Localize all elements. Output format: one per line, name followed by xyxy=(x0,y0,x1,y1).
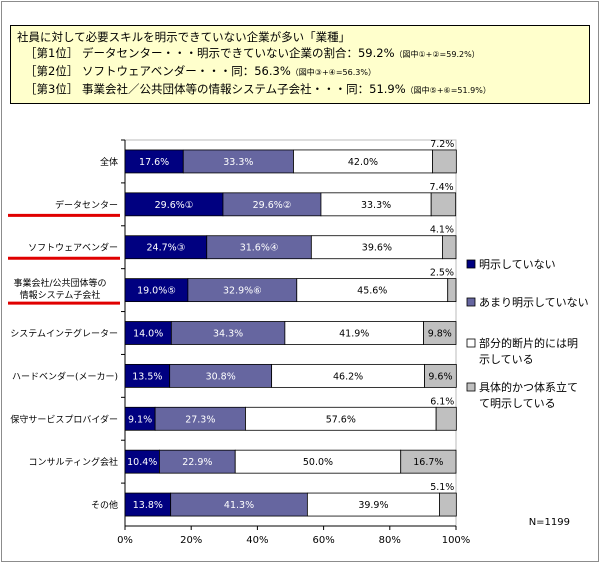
data-label: 39.6% xyxy=(362,243,392,254)
data-label: 30.8% xyxy=(206,371,236,382)
data-label: 13.8% xyxy=(133,500,163,511)
bar-segment xyxy=(430,192,457,217)
category-label: 全体 xyxy=(100,156,118,168)
bar-segment xyxy=(423,321,457,345)
data-label: 57.6% xyxy=(326,414,356,425)
data-label: 46.2% xyxy=(333,371,363,382)
data-label: 17.6% xyxy=(139,157,169,168)
data-label: 2.5% xyxy=(430,268,454,279)
data-label: 14.0% xyxy=(133,329,163,340)
data-label: 29.6%① xyxy=(155,200,194,211)
data-label: 4.1% xyxy=(430,225,454,236)
bar-segment xyxy=(439,492,457,517)
bar-segment xyxy=(435,406,457,431)
legend-label: て明示している xyxy=(479,397,556,410)
callout-title: 社員に対して必要スキルを明示できていない企業が多い「業種」 xyxy=(17,30,351,44)
callout-rank-1-note: （図中①+②=59.2%） xyxy=(394,50,480,59)
data-label: 33.3% xyxy=(223,157,253,168)
legend-swatch xyxy=(466,338,476,348)
legend-label: 部分的断片的には明 xyxy=(479,336,578,350)
data-label: 31.6%④ xyxy=(240,243,279,254)
data-label: 50.0% xyxy=(303,457,333,468)
callout-rank-1: ［第1位］ データセンター・・・明示できていない企業の割合：59.2%（図中①+… xyxy=(17,45,583,63)
category-label: ソフトウェアベンダー xyxy=(28,242,118,254)
x-tick-label: 0% xyxy=(117,535,133,546)
x-tick-label: 60% xyxy=(312,535,334,546)
data-label: 33.3% xyxy=(361,200,391,211)
bar-segment xyxy=(447,278,457,303)
legend-swatch xyxy=(466,382,476,392)
category-label: コンサルティング会社 xyxy=(29,456,118,468)
legend-swatch xyxy=(466,297,476,307)
data-label: 5.1% xyxy=(430,482,454,493)
data-label: 27.3% xyxy=(185,414,215,425)
legend-label: 示している xyxy=(479,353,534,366)
data-label: 34.3% xyxy=(213,329,243,340)
x-tick-label: 20% xyxy=(180,535,202,546)
data-label: 32.9%⑥ xyxy=(223,286,262,297)
legend-label: 具体的かつ体系立て xyxy=(479,380,578,394)
data-label: 6.1% xyxy=(430,396,454,407)
data-label: 16.7% xyxy=(413,457,443,468)
callout-rank-3-note: （図中⑤+⑥=51.9%） xyxy=(405,86,491,95)
callout-rank-2: ［第2位］ ソフトウェアベンダー・・・同：56.3%（図中③+④=56.3%） xyxy=(17,63,583,81)
data-label: 7.2% xyxy=(430,139,454,150)
category-label: 保守サービスプロバイダー xyxy=(10,413,118,425)
data-label: 7.4% xyxy=(430,182,454,193)
summary-callout: 社員に対して必要スキルを明示できていない企業が多い「業種」 ［第1位］ データセ… xyxy=(10,25,590,104)
data-label: 24.7%③ xyxy=(147,243,186,254)
category-label: ハードベンダー(メーカー) xyxy=(12,370,118,382)
x-tick-label: 40% xyxy=(246,535,268,546)
callout-rank-2-text: ［第2位］ ソフトウェアベンダー・・・同：56.3% xyxy=(25,64,291,78)
data-label: 10.4% xyxy=(127,457,157,468)
data-label: 9.8% xyxy=(428,329,452,340)
data-label: 45.6% xyxy=(357,286,387,297)
bar-segment xyxy=(442,235,457,260)
data-label: 22.9% xyxy=(182,457,212,468)
callout-rank-1-text: ［第1位］ データセンター・・・明示できていない企業の割合：59.2% xyxy=(25,46,395,60)
data-label: 39.9% xyxy=(358,500,388,511)
bar-segment xyxy=(400,449,457,474)
data-label: 41.3% xyxy=(224,500,254,511)
callout-rank-2-note: （図中③+④=56.3%） xyxy=(290,68,376,77)
data-label: 19.0%⑤ xyxy=(137,286,176,297)
category-label: システムインテグレーター xyxy=(10,328,118,340)
data-label: 9.1% xyxy=(128,414,152,425)
legend-swatch xyxy=(466,259,476,269)
callout-rank-3: ［第3位］ 事業会社／公共団体等の情報システム子会社・・・同：51.9%（図中⑤… xyxy=(17,81,583,99)
category-label: データセンター xyxy=(55,199,118,211)
data-label: 41.9% xyxy=(339,329,369,340)
bar-segment xyxy=(424,363,457,388)
data-label: 29.6%② xyxy=(253,200,292,211)
legend-label: あまり明示していない xyxy=(479,296,589,309)
data-label: 13.5% xyxy=(132,371,162,382)
category-label: 情報システム子会社 xyxy=(20,289,101,301)
category-label: その他 xyxy=(91,499,118,511)
x-tick-label: 80% xyxy=(379,535,401,546)
legend-label: 明示していない xyxy=(479,258,556,271)
data-label: 9.6% xyxy=(428,371,452,382)
data-label: 42.0% xyxy=(348,157,378,168)
callout-rank-3-text: ［第3位］ 事業会社／公共団体等の情報システム子会社・・・同：51.9% xyxy=(25,82,406,96)
category-label: 事業会社/公共団体等の xyxy=(13,277,106,289)
sample-size-note: N=1199 xyxy=(529,517,570,528)
x-tick-label: 100% xyxy=(442,535,471,546)
bar-segment xyxy=(432,149,457,174)
